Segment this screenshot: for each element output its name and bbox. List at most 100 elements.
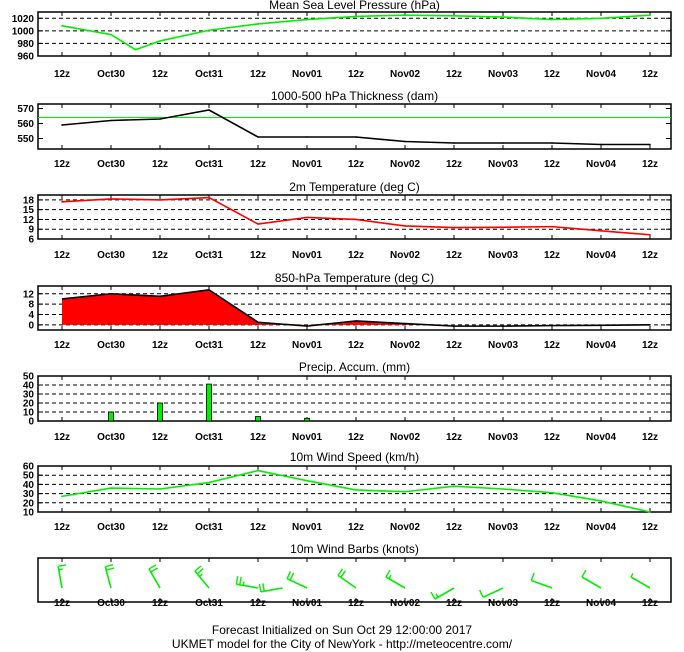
x-tick-label: Nov01 (292, 159, 322, 170)
y-tick-label: 0 (28, 417, 34, 428)
wind-barb-feather (58, 568, 63, 571)
data-point (61, 25, 63, 27)
x-tick-label: 12z (446, 432, 462, 443)
x-tick-label: 12z (152, 340, 168, 351)
x-tick-label: Nov04 (586, 69, 616, 80)
x-tick-label: 12z (446, 340, 462, 351)
wind-barb-feather (239, 576, 242, 585)
panel-title: 10m Wind Barbs (knots) (290, 542, 419, 556)
x-tick-label: 12z (54, 522, 70, 533)
y-tick-label: 10 (23, 408, 35, 419)
data-point (649, 233, 651, 236)
data-point (355, 15, 357, 18)
wind-barb (434, 587, 455, 600)
wind-barb-feather (58, 564, 67, 568)
x-tick-label: 12z (54, 159, 70, 170)
forecast-init-text: Forecast Initialized on Sun Oct 29 12:00… (212, 623, 472, 637)
data-point (649, 511, 651, 513)
x-tick-label: 12z (446, 598, 462, 609)
x-tick-label: Nov02 (390, 598, 420, 609)
y-tick-label: 50 (23, 471, 35, 482)
data-point (600, 230, 602, 232)
data-point (600, 17, 602, 20)
x-tick-label: Oct31 (195, 598, 223, 609)
data-point (453, 226, 455, 229)
wind-barb-feather (194, 565, 202, 572)
data-point (355, 218, 357, 221)
data-point (600, 143, 602, 146)
y-tick-label: 20 (23, 498, 35, 509)
x-tick-label: Nov01 (292, 522, 322, 533)
precip-bar (108, 411, 114, 422)
x-tick-label: 12z (250, 522, 266, 533)
wind-barb (194, 570, 210, 589)
x-tick-label: Oct31 (195, 432, 223, 443)
x-tick-label: Nov01 (292, 69, 322, 80)
y-tick-label: 1020 (12, 14, 35, 25)
x-tick-label: 12z (54, 432, 70, 443)
x-tick-label: 12z (348, 340, 364, 351)
data-point (404, 225, 406, 227)
data-point (110, 33, 112, 36)
wind-barb (482, 587, 504, 599)
x-tick-label: Nov01 (292, 340, 322, 351)
data-point (502, 226, 504, 229)
x-tick-label: 12z (642, 432, 658, 443)
series-line (61, 109, 650, 146)
data-point (110, 198, 112, 200)
x-tick-label: Nov01 (292, 432, 322, 443)
data-point (110, 487, 112, 489)
x-tick-label: 12z (446, 250, 462, 261)
data-point (257, 136, 259, 138)
data-point (453, 14, 455, 17)
x-tick-label: Oct31 (195, 522, 223, 533)
wind-barb-feather (340, 570, 347, 578)
x-tick-label: 12z (152, 432, 168, 443)
data-point (208, 481, 210, 484)
data-point (355, 136, 357, 138)
wind-barb-feather (242, 581, 245, 586)
data-point (551, 142, 553, 144)
x-tick-label: Nov01 (292, 598, 322, 609)
y-tick-label: 570 (17, 104, 34, 115)
wind-barb-feather (289, 572, 295, 581)
data-point (502, 16, 504, 18)
y-tick-label: 12 (23, 215, 35, 226)
plot-frame (37, 103, 672, 150)
x-tick-label: Nov01 (292, 250, 322, 261)
data-point (453, 142, 455, 144)
x-tick-label: 12z (250, 598, 266, 609)
data-point (600, 500, 602, 502)
data-point (649, 143, 651, 146)
x-tick-label: 12z (544, 432, 560, 443)
data-point (134, 48, 137, 51)
x-tick-label: 12z (152, 159, 168, 170)
x-tick-label: Nov03 (488, 522, 518, 533)
x-tick-label: 12z (54, 598, 70, 609)
x-tick-label: 12z (152, 69, 168, 80)
y-tick-label: 40 (23, 381, 35, 392)
x-tick-label: 12z (642, 250, 658, 261)
y-tick-label: 10 (23, 508, 35, 519)
x-tick-label: 12z (348, 250, 364, 261)
wind-barb-feather (258, 583, 262, 592)
x-tick-label: Nov02 (390, 432, 420, 443)
wind-barb (236, 583, 259, 589)
x-tick-label: Oct31 (195, 250, 223, 261)
wind-barb-feather (479, 589, 484, 598)
y-tick-label: 18 (23, 195, 35, 206)
y-tick-label: 4 (28, 310, 34, 321)
x-tick-label: 12z (348, 598, 364, 609)
x-tick-label: Nov04 (586, 340, 616, 351)
x-tick-label: 12z (446, 69, 462, 80)
y-tick-label: 1000 (12, 26, 35, 37)
x-tick-label: 12z (250, 69, 266, 80)
data-point (257, 469, 259, 472)
data-point (159, 488, 161, 490)
x-tick-label: Nov02 (390, 159, 420, 170)
x-tick-label: Nov04 (586, 250, 616, 261)
data-point (306, 479, 308, 482)
x-tick-label: 12z (348, 432, 364, 443)
model-source-text: UKMET model for the City of NewYork - ht… (172, 637, 513, 651)
wind-barb (385, 576, 406, 589)
